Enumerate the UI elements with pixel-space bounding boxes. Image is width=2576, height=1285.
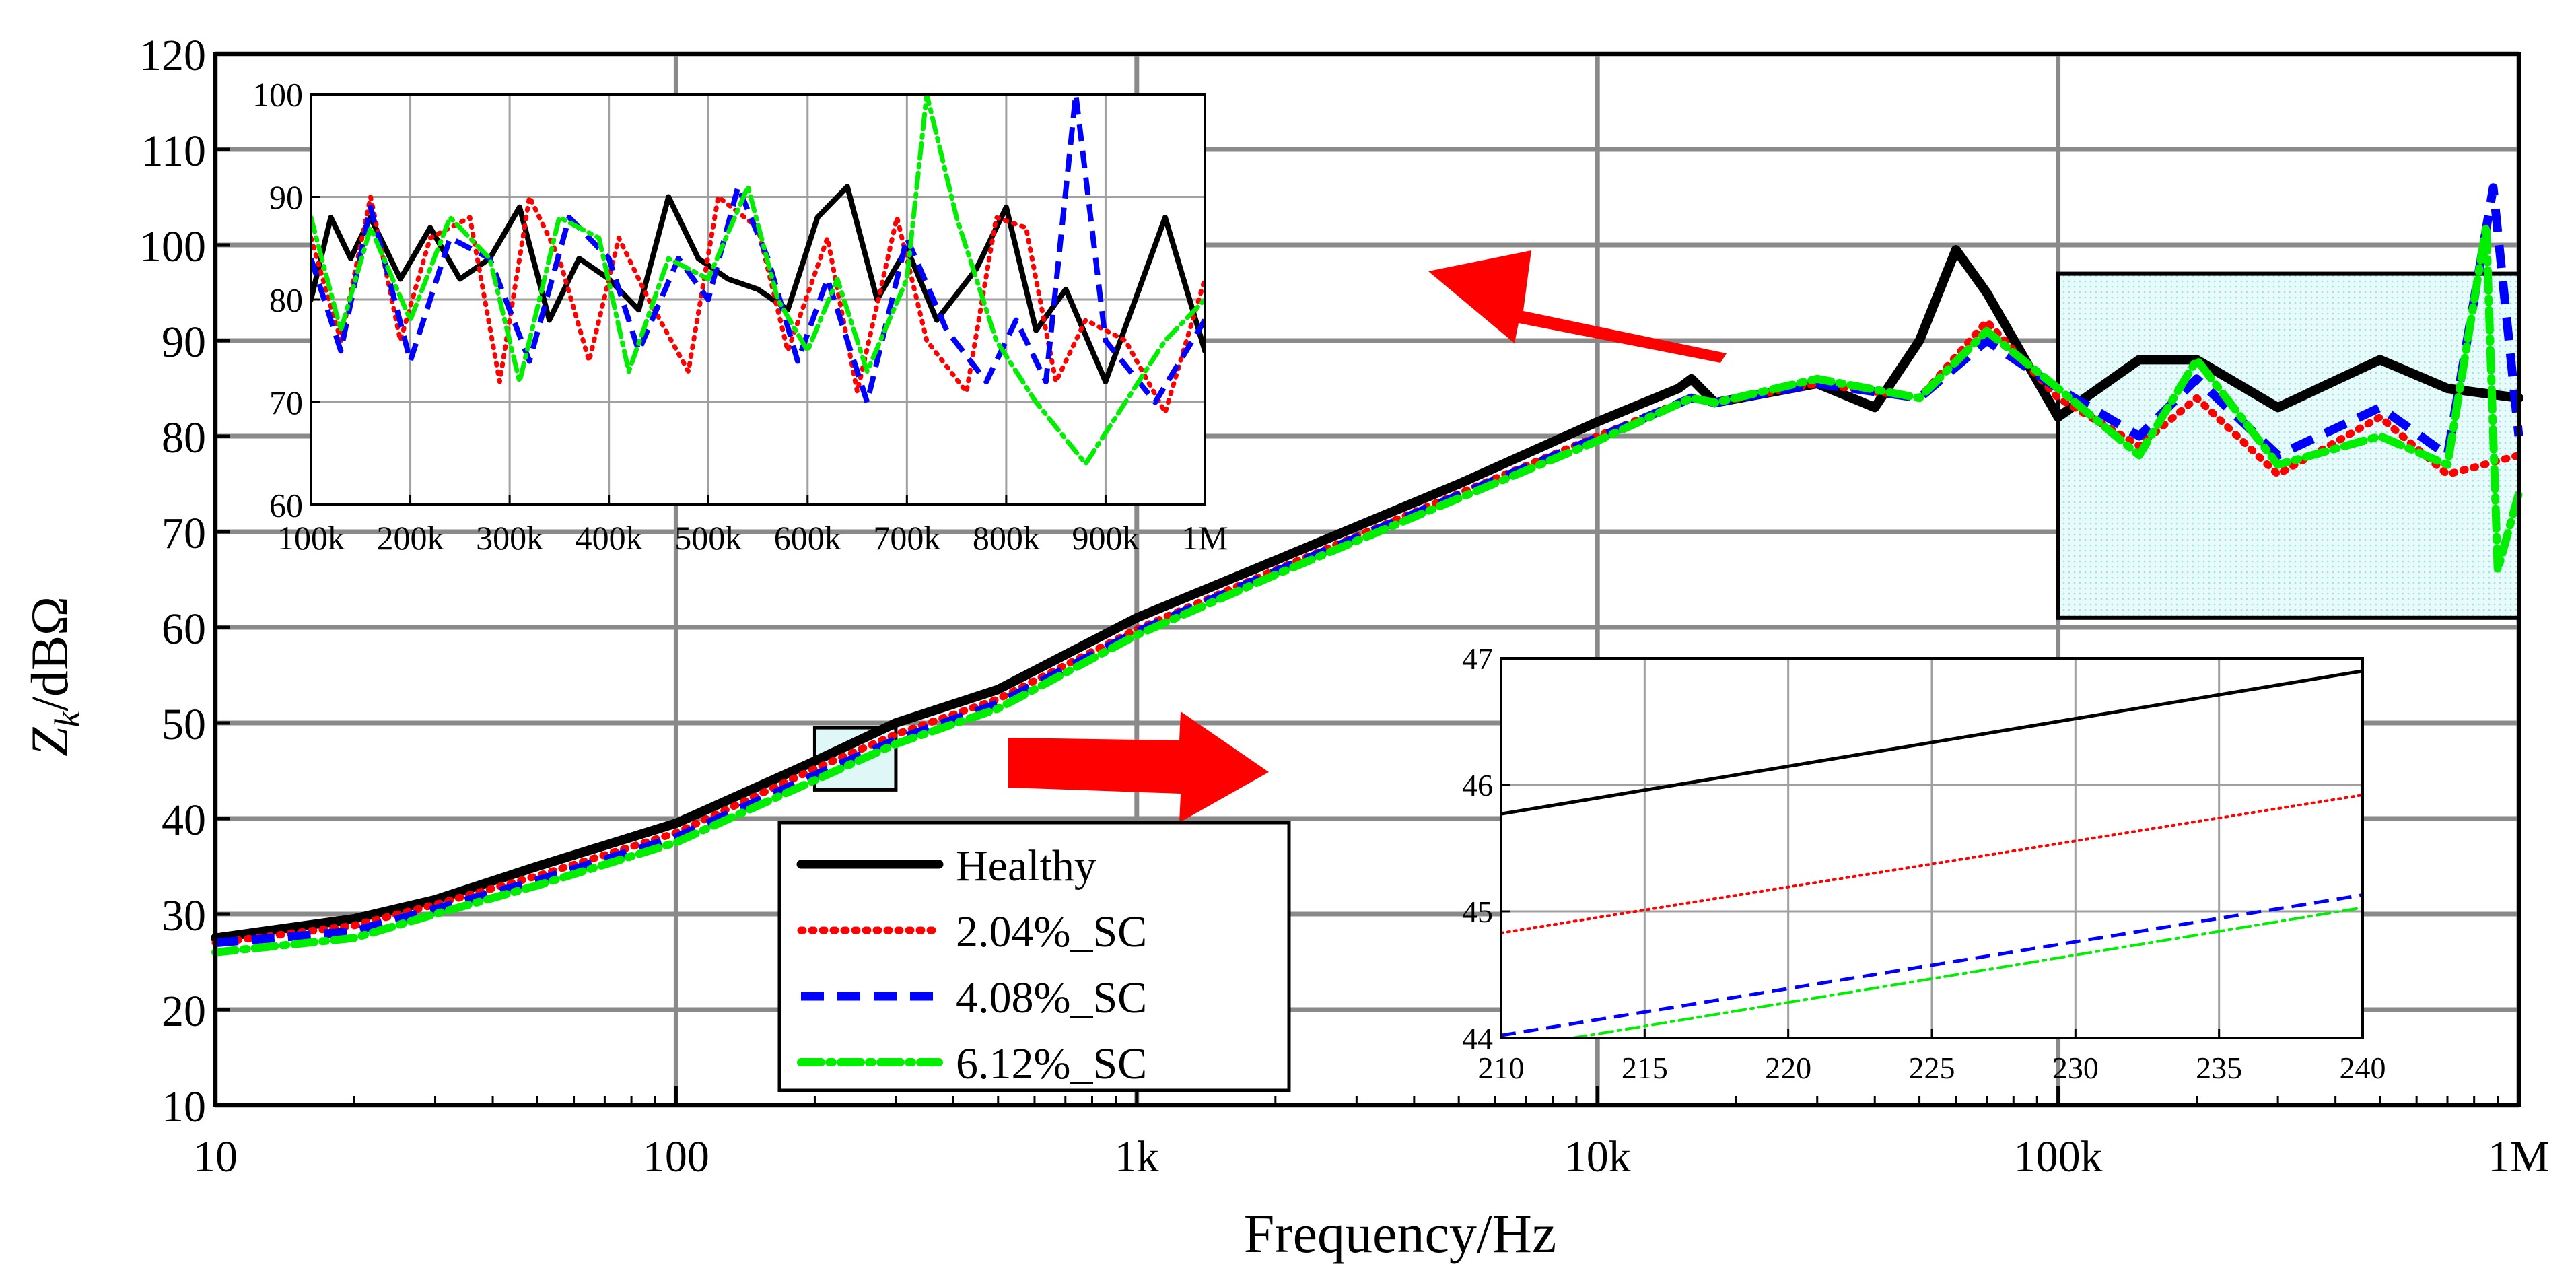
inset-x-tick-label: 215 [1622,1051,1668,1085]
inset-x-tick-label: 235 [2196,1051,2242,1085]
inset-y-tick-label: 45 [1462,895,1493,929]
y-tick-label: 30 [162,891,206,940]
y-tick-label: 100 [139,222,206,271]
inset-y-tick-label: 46 [1462,768,1493,802]
x-axis-label: Frequency/Hz [1244,1203,1557,1264]
x-tick-label: 1M [2488,1132,2550,1181]
high-frequency-zoom-box [2056,271,2521,620]
inset-x-tick-label: 210 [1478,1051,1525,1085]
legend-label-1: Healthy [956,841,1096,891]
y-axis-label-sub: k [47,711,88,728]
legend-label-3: 4.08%_SC [956,973,1147,1022]
inset-x-tick-label: 700k [873,519,940,557]
inset-series-line-3 [311,94,1205,405]
y-tick-label: 70 [162,509,206,558]
inset-y-tick-label: 47 [1462,641,1493,676]
y-tick-label: 80 [162,413,206,462]
inset-y-tick-label: 100 [252,76,303,114]
main-plot-lines [211,183,2523,957]
inset-x-tick-label: 240 [2340,1051,2386,1085]
inset-x-tick-label: 100k [277,519,345,557]
inset-y-tick-label: 90 [269,178,303,216]
inset-series-line-3 [1501,893,2363,1037]
x-tick-label: 10 [193,1132,238,1181]
legend-label-4: 6.12%_SC [956,1039,1147,1088]
inset-y-tick-label: 60 [269,487,303,524]
y-axis-label-unit: /dBΩ [20,596,79,711]
y-tick-label: 110 [141,127,206,176]
inset-series-line-2 [1501,794,2363,934]
y-tick-label: 90 [162,318,206,367]
inset-series-line-4 [1571,906,2363,1038]
inset-y-tick-label: 80 [269,281,303,319]
inset-x-tick-label: 600k [774,519,841,557]
legend: Healthy 2.04%_SC 4.08%_SC 6.12%_SC [777,821,1291,1092]
y-tick-label: 120 [139,31,206,80]
legend-label-2: 2.04%_SC [956,907,1147,957]
y-tick-label: 50 [162,700,206,749]
x-tick-label: 1k [1115,1132,1159,1181]
y-tick-label: 10 [162,1082,206,1132]
y-tick-label: 20 [162,987,206,1036]
y-axis-label-main: Z [20,726,79,757]
legend-box [777,821,1291,1092]
series-line-4 [211,221,2523,957]
x-tick-label: 100 [643,1132,709,1181]
inset-high-frequency: 100k 200k 300k 400k 500k 600k 700k 800k 900k 1M 60… [252,76,1228,557]
arrow-left-icon [1428,250,1727,363]
inset-x-tick-label: 1M [1181,519,1228,557]
y-axis-label: Zk/dBΩ [20,596,88,757]
inset-x-tick-label: 220 [1765,1051,1811,1085]
inset-low-frequency: 210 215 220 225 230 235 240 44 45 46 47 [1462,641,2386,1085]
inset-series-line-1 [1501,669,2363,816]
inset-x-tick-label: 800k [973,519,1040,557]
zoom-arrows [1008,250,1727,823]
svg-text:Zk/dBΩ: Zk/dBΩ [20,596,88,757]
inset-x-tick-label: 900k [1072,519,1139,557]
y-tick-label: 40 [162,796,206,845]
inset-series-line-1 [311,184,1205,384]
series-line-1 [211,245,2523,943]
x-tick-label: 10k [1564,1132,1631,1181]
inset-series-line-4 [311,94,1205,466]
inset-x-tick-label: 400k [576,519,643,557]
inset-x-tick-label: 500k [674,519,742,557]
inset-x-tick-label: 300k [476,519,543,557]
inset-x-tick-label: 230 [2052,1051,2099,1085]
main-plot-frame [213,52,2521,1107]
inset-y-tick-label: 70 [269,384,303,421]
main-axis-ticks: 10 20 30 40 50 60 70 80 90 100 110 120 10 100 1k 10k 100… [139,31,2550,1181]
inset-y-tick-label: 44 [1462,1021,1493,1055]
x-tick-label: 100k [2014,1132,2103,1181]
inset-x-tick-label: 200k [377,519,444,557]
arrow-right-icon [1008,711,1269,823]
inset-x-tick-label: 225 [1909,1051,1955,1085]
y-tick-label: 60 [162,604,206,654]
